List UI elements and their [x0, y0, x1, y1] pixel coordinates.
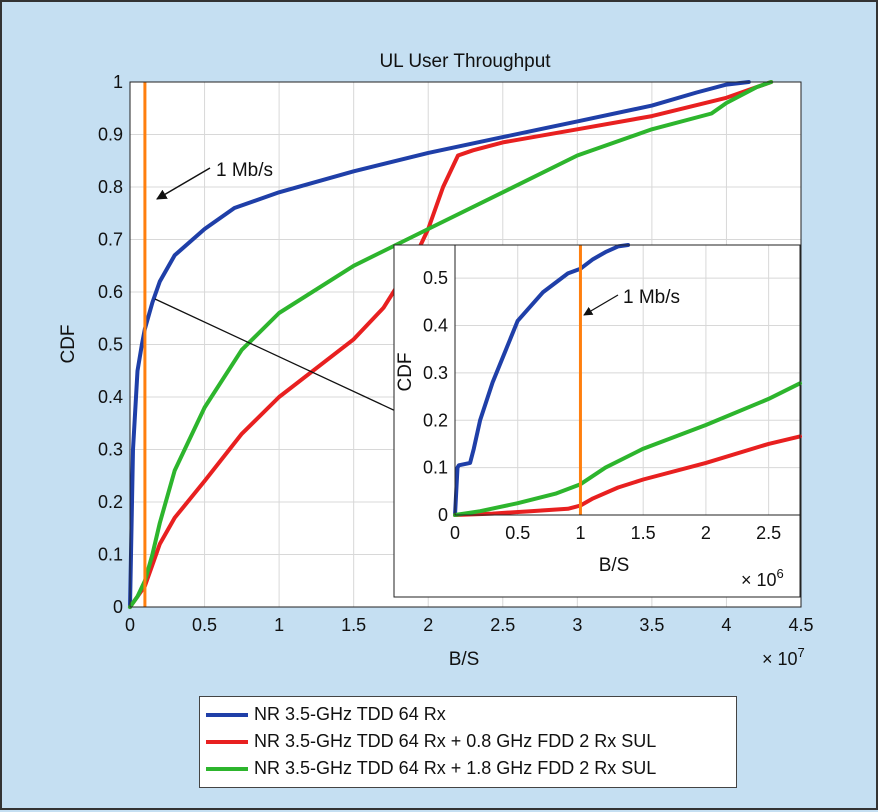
- main-annotation-label: 1 Mb/s: [216, 160, 273, 181]
- inset-x-multiplier-base: × 10: [741, 570, 777, 590]
- inset-annotation-label: 1 Mb/s: [623, 287, 680, 308]
- legend-swatch-blue: [206, 712, 248, 717]
- inset-series-line-1: [453, 434, 802, 517]
- main-x-tick-label: 2.5: [490, 615, 515, 635]
- legend-label: NR 3.5-GHz TDD 64 Rx: [254, 704, 446, 724]
- main-y-tick-label: 0.8: [98, 177, 123, 197]
- chart-title: UL User Throughput: [379, 51, 551, 72]
- main-y-tick-label: 0.4: [98, 387, 123, 407]
- main-x-multiplier-base: × 10: [762, 649, 798, 669]
- inset-x-tick-label: 2: [701, 523, 711, 543]
- main-x-multiplier: × 107: [762, 645, 805, 669]
- inset-x-axis-label: B/S: [599, 555, 630, 576]
- main-series-line-1: [128, 80, 774, 609]
- zoom-connector-arrow: [154, 298, 416, 421]
- main-series-group: [128, 80, 774, 609]
- main-y-tick-label: 0.1: [98, 545, 123, 565]
- inset-x-multiplier-exp: 6: [777, 566, 784, 581]
- main-y-ticks: 0 0.1 0.2 0.3 0.4 0.5 0.6 0.7 0.8 0.9 1: [98, 72, 123, 617]
- main-series-line-0: [128, 80, 751, 609]
- main-x-tick-label: 0.5: [192, 615, 217, 635]
- main-x-axis-label: B/S: [449, 649, 480, 670]
- inset-x-tick-label: 0: [450, 523, 460, 543]
- main-annotation-arrow: [156, 167, 211, 200]
- legend-label: NR 3.5-GHz TDD 64 Rx + 1.8 GHz FDD 2 Rx …: [254, 758, 657, 778]
- main-y-tick-label: 1: [113, 72, 123, 92]
- main-y-axis-label: CDF: [58, 324, 79, 363]
- main-x-tick-label: 0: [125, 615, 135, 635]
- main-y-tick-label: 0.2: [98, 492, 123, 512]
- main-y-tick-label: 0.3: [98, 440, 123, 460]
- legend-swatch-green: [206, 766, 248, 771]
- main-x-tick-label: 3: [572, 615, 582, 635]
- inset-y-tick-label: 0.5: [423, 268, 448, 288]
- main-series-line-2: [128, 80, 774, 609]
- inset-series-group: [453, 243, 802, 517]
- main-x-multiplier-exp: 7: [798, 645, 805, 660]
- inset-x-tick-label: 1: [575, 523, 585, 543]
- inset-plot-border: [454, 244, 801, 516]
- inset-y-tick-label: 0.4: [423, 316, 448, 336]
- main-x-tick-label: 2: [423, 615, 433, 635]
- inset-y-tick-label: 0.3: [423, 363, 448, 383]
- inset-y-axis-label: CDF: [395, 352, 416, 391]
- inset-x-tick-label: 0.5: [505, 523, 530, 543]
- main-x-tick-label: 4: [721, 615, 731, 635]
- inset-annotation-arrow: [583, 294, 619, 316]
- main-x-tick-label: 4.5: [788, 615, 813, 635]
- inset-y-tick-label: 0.1: [423, 458, 448, 478]
- legend: NR 3.5-GHz TDD 64 Rx NR 3.5-GHz TDD 64 R…: [199, 696, 737, 788]
- inset-x-multiplier: × 106: [741, 566, 784, 590]
- inset-y-ticks: 0 0.1 0.2 0.3 0.4 0.5: [423, 268, 448, 525]
- inset-x-tick-label: 1.5: [631, 523, 656, 543]
- inset-panel: [393, 244, 801, 598]
- inset-x-ticks: 0 0.5 1 1.5 2 2.5: [450, 523, 781, 543]
- legend-swatch-red: [206, 739, 248, 744]
- inset-x-tick-label: 2.5: [756, 523, 781, 543]
- inset-y-tick-label: 0: [438, 505, 448, 525]
- legend-label: NR 3.5-GHz TDD 64 Rx + 0.8 GHz FDD 2 Rx …: [254, 731, 657, 751]
- main-y-tick-label: 0.9: [98, 125, 123, 145]
- inset-y-tick-label: 0.2: [423, 410, 448, 430]
- inset-series-line-0: [453, 243, 631, 517]
- main-y-tick-label: 0.6: [98, 282, 123, 302]
- main-plot-border: [129, 81, 802, 608]
- main-x-tick-label: 1.5: [341, 615, 366, 635]
- main-y-tick-label: 0: [113, 597, 123, 617]
- main-y-tick-label: 0.5: [98, 335, 123, 355]
- inset-series-line-2: [453, 381, 802, 517]
- main-x-ticks: 0 0.5 1 1.5 2 2.5 3 3.5 4 4.5: [125, 615, 814, 635]
- main-y-tick-label: 0.7: [98, 230, 123, 250]
- main-x-tick-label: 3.5: [639, 615, 664, 635]
- legend-item: NR 3.5-GHz TDD 64 Rx: [206, 701, 736, 728]
- legend-item: NR 3.5-GHz TDD 64 Rx + 1.8 GHz FDD 2 Rx …: [206, 755, 736, 782]
- main-x-tick-label: 1: [274, 615, 284, 635]
- legend-item: NR 3.5-GHz TDD 64 Rx + 0.8 GHz FDD 2 Rx …: [206, 728, 736, 755]
